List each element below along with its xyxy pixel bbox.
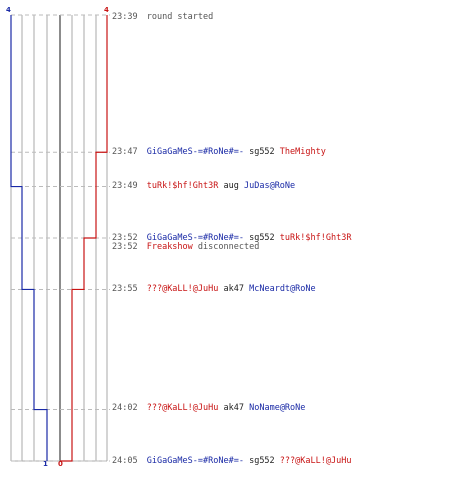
event-row: 23:55 ???@KaLL!@JuHu ak47 McNeardt@RoNe	[112, 283, 316, 295]
victim-name: ???@KaLL!@JuHu	[279, 456, 352, 466]
red-start-count: 4	[104, 6, 109, 14]
event-row: 23:39 round started	[112, 11, 213, 23]
red-team-alive-line	[60, 15, 108, 462]
blue-team-alive-line	[10, 15, 48, 461]
killer-name: ???@KaLL!@JuHu	[146, 403, 219, 413]
blue-start-count: 4	[6, 6, 11, 14]
event-row: 23:52 GiGaGaMeS-=#RoNe#=- sg552 tuRk!$hf…	[112, 232, 351, 244]
weapon-name: sg552	[249, 147, 275, 157]
victim-name: NoName@RoNe	[249, 403, 306, 413]
victim-name: JuDas@RoNe	[243, 181, 296, 191]
victim-name: TheMighty	[279, 147, 326, 157]
event-message: round started	[146, 12, 214, 22]
killer-name: GiGaGaMeS-=#RoNe#=-	[146, 456, 244, 466]
event-time: 23:39	[112, 12, 138, 22]
killer-name: tuRk!$hf!Ght3R	[146, 181, 219, 191]
event-time: 23:52	[112, 233, 138, 243]
event-time: 23:52	[112, 242, 138, 252]
weapon-name: aug	[223, 181, 239, 191]
event-row: 23:52 Freakshow disconnected	[112, 241, 259, 253]
killer-name: ???@KaLL!@JuHu	[146, 284, 219, 294]
event-time: 23:55	[112, 284, 138, 294]
blue-end-count: 1	[43, 460, 48, 468]
player-name: Freakshow	[146, 242, 193, 252]
event-row: 23:47 GiGaGaMeS-=#RoNe#=- sg552 TheMight…	[112, 146, 326, 158]
event-row: 23:49 tuRk!$hf!Ght3R aug JuDas@RoNe	[112, 180, 295, 192]
event-time: 23:49	[112, 181, 138, 191]
event-row: 24:05 GiGaGaMeS-=#RoNe#=- sg552 ???@KaLL…	[112, 455, 351, 467]
event-time: 23:47	[112, 147, 138, 157]
series-lines	[10, 15, 108, 462]
event-time: 24:05	[112, 456, 138, 466]
event-time: 24:02	[112, 403, 138, 413]
victim-name: tuRk!$hf!Ght3R	[279, 233, 352, 243]
event-row: 24:02 ???@KaLL!@JuHu ak47 NoName@RoNe	[112, 402, 305, 414]
weapon-name: ak47	[223, 284, 244, 294]
victim-name: McNeardt@RoNe	[249, 284, 316, 294]
weapon-name: sg552	[249, 233, 275, 243]
weapon-name: sg552	[249, 456, 275, 466]
weapon-name: ak47	[223, 403, 244, 413]
killer-name: GiGaGaMeS-=#RoNe#=-	[146, 233, 244, 243]
red-end-count: 0	[58, 460, 63, 468]
event-message: disconnected	[197, 242, 260, 252]
killer-name: GiGaGaMeS-=#RoNe#=-	[146, 147, 244, 157]
